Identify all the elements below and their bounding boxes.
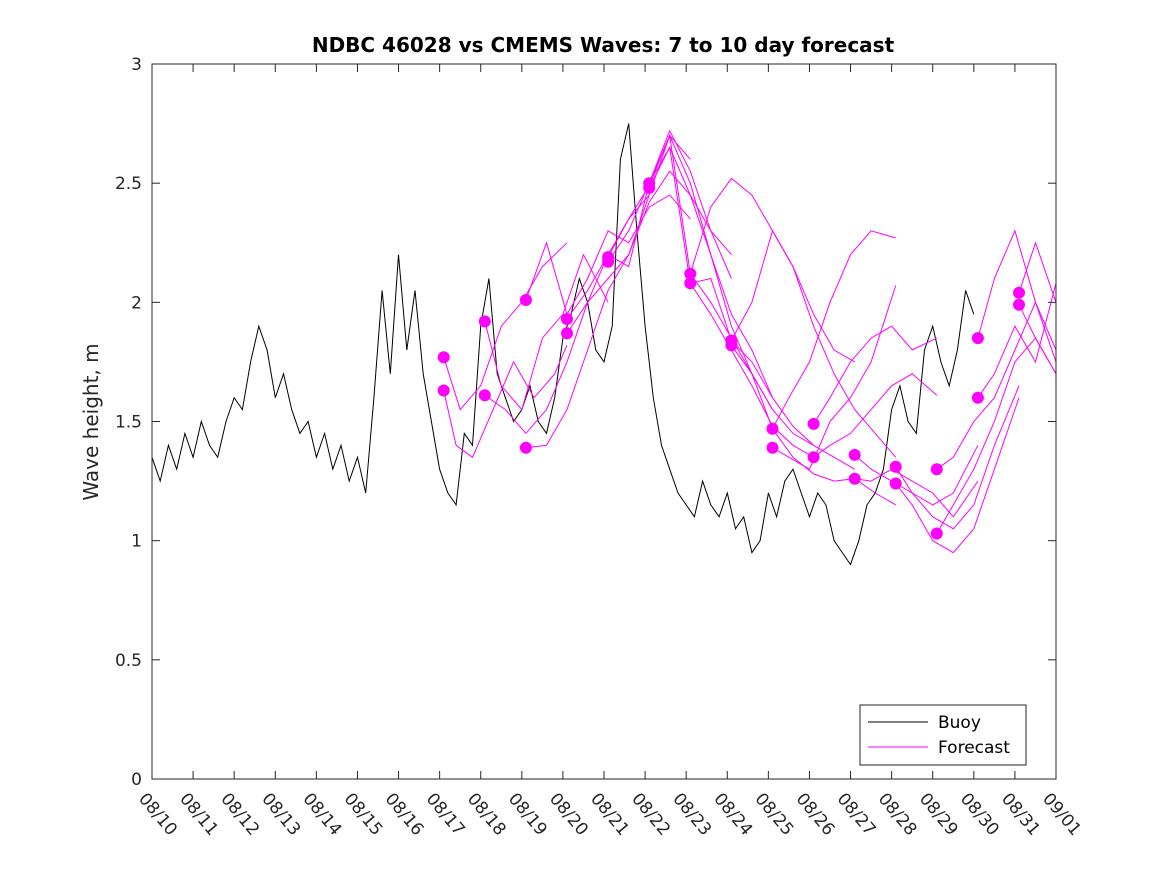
- x-tick-label: 08/10: [134, 789, 181, 839]
- x-tick-label: 08/30: [956, 789, 1003, 839]
- forecast-series-line-20: [813, 373, 938, 458]
- forecast-series-line-28: [977, 283, 1057, 398]
- forecast-marker: [766, 422, 779, 435]
- y-tick-label: 1.5: [115, 413, 142, 433]
- x-tick-label: 08/25: [751, 789, 798, 839]
- legend-buoy-label: Buoy: [938, 713, 981, 733]
- forecast-marker: [684, 277, 697, 290]
- y-axis-label: Wave height, m: [79, 343, 103, 500]
- forecast-marker: [478, 315, 491, 328]
- x-tick-label: 08/31: [997, 789, 1044, 839]
- forecast-marker: [971, 332, 984, 345]
- y-tick-label: 3: [131, 55, 142, 75]
- forecast-marker: [478, 389, 491, 402]
- forecast-marker: [889, 477, 902, 490]
- forecast-series-line-19: [813, 325, 938, 425]
- forecast-marker: [848, 472, 861, 485]
- x-tick-label: 08/24: [709, 789, 756, 839]
- forecast-series-line-14: [690, 277, 855, 470]
- x-tick-label: 08/20: [545, 789, 592, 839]
- buoy-series-line: [151, 123, 975, 566]
- forecast-marker: [889, 460, 902, 473]
- forecast-series-line-6: [525, 134, 691, 449]
- forecast-marker: [1013, 298, 1025, 311]
- x-tick-label: 08/26: [792, 789, 839, 839]
- plot-data: [151, 123, 1057, 566]
- forecast-marker: [848, 448, 861, 461]
- x-tick-label: 08/22: [627, 789, 674, 839]
- y-tick-label: 2: [131, 293, 142, 313]
- forecast-series-line-26: [936, 337, 1057, 534]
- x-tick-label: 08/11: [175, 789, 222, 839]
- forecast-series-line-7: [566, 129, 732, 320]
- forecast-marker: [766, 441, 779, 454]
- x-tick-label: 08/29: [915, 789, 962, 839]
- plot-frame: [151, 63, 1057, 780]
- forecast-marker: [930, 463, 943, 476]
- y-tick-label: 0: [131, 770, 142, 790]
- forecast-series-line-11: [648, 133, 814, 446]
- x-tick-label: 09/01: [1038, 789, 1085, 839]
- forecast-marker: [561, 313, 573, 325]
- x-tick-label: 08/14: [299, 789, 346, 839]
- forecast-series-line-12: [648, 145, 814, 458]
- x-tick-label: 08/28: [874, 789, 921, 839]
- forecast-series-line-9: [607, 134, 773, 410]
- chart-title: NDBC 46028 vs CMEMS Waves: 7 to 10 day f…: [312, 33, 895, 57]
- legend-forecast-label: Forecast: [938, 738, 1010, 758]
- forecast-marker: [1013, 286, 1025, 299]
- forecast-marker: [602, 255, 615, 268]
- forecast-series-line-24: [895, 397, 1020, 554]
- y-tick-label: 1: [131, 532, 142, 552]
- forecast-series-line-10: [607, 146, 773, 398]
- forecast-marker: [437, 351, 450, 364]
- forecast-series-line-8: [566, 170, 732, 334]
- forecast-series-line-16: [730, 344, 896, 506]
- legend-box: [859, 704, 1027, 766]
- forecast-series-line-22: [854, 468, 979, 518]
- x-tick-label: 08/21: [586, 789, 633, 839]
- x-tick-label: 08/19: [504, 789, 551, 839]
- forecast-series-line-27: [977, 229, 1057, 351]
- forecast-marker: [519, 441, 532, 454]
- x-tick-label: 08/27: [833, 789, 880, 839]
- forecast-series-line-30: [1018, 304, 1057, 375]
- forecast-marker: [684, 267, 697, 280]
- forecast-series-line-1: [443, 242, 568, 411]
- x-tick-label: 08/18: [463, 789, 510, 839]
- x-tick-label: 08/15: [340, 789, 387, 839]
- y-tick-label: 0.5: [115, 651, 142, 671]
- forecast-series-line-15: [730, 229, 897, 458]
- forecast-series-line-17: [772, 230, 896, 429]
- forecast-marker: [807, 417, 820, 430]
- x-tick-label: 08/16: [381, 789, 428, 839]
- forecast-series-line-5: [525, 194, 691, 316]
- forecast-series-line-23: [895, 385, 1020, 530]
- forecast-series-line-2: [443, 345, 568, 459]
- forecast-marker: [519, 294, 532, 306]
- y-axis: 0 0.5 1 1.5 2 2.5 3: [115, 55, 1056, 790]
- forecast-marker: [437, 384, 450, 397]
- forecast-series-line-25: [936, 300, 1057, 470]
- legend: Buoy Forecast: [859, 704, 1027, 766]
- x-tick-label: 08/13: [257, 789, 304, 839]
- forecast-marker: [930, 527, 943, 540]
- forecast-series-line-3: [484, 253, 609, 411]
- forecast-marker: [971, 391, 984, 404]
- forecast-marker: [561, 327, 573, 340]
- forecast-series-line-18: [772, 285, 897, 470]
- y-tick-label: 2.5: [115, 174, 142, 194]
- x-tick-label: 08/23: [668, 789, 715, 839]
- x-tick-label: 08/12: [216, 789, 263, 839]
- x-tick-label: 08/17: [422, 789, 469, 839]
- forecast-series-line-29: [1018, 241, 1057, 303]
- forecast-marker: [807, 451, 820, 464]
- forecast-marker: [725, 339, 738, 352]
- forecast-marker: [643, 181, 656, 194]
